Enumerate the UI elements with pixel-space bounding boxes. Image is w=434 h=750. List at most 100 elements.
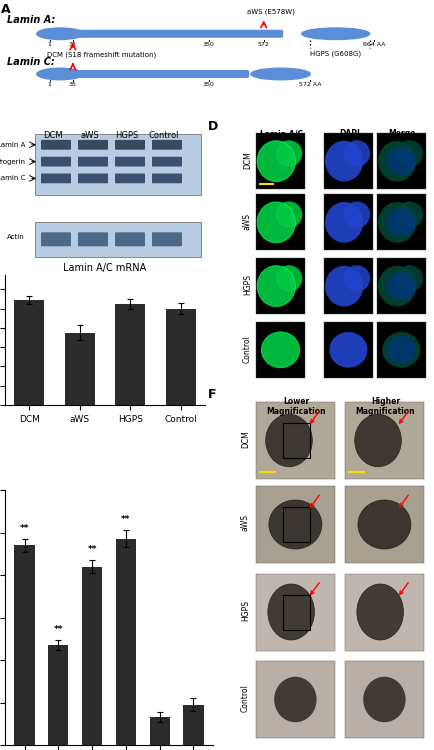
FancyBboxPatch shape: [115, 157, 145, 166]
FancyBboxPatch shape: [345, 402, 424, 479]
Ellipse shape: [378, 141, 416, 182]
Ellipse shape: [387, 147, 416, 176]
Bar: [14, 300, 44, 405]
FancyBboxPatch shape: [256, 486, 335, 563]
Ellipse shape: [257, 266, 296, 307]
FancyBboxPatch shape: [41, 157, 71, 166]
Text: aWS: aWS: [241, 514, 250, 531]
FancyBboxPatch shape: [152, 140, 182, 150]
Bar: [65, 333, 95, 405]
Title: Lamin A/C mRNA: Lamin A/C mRNA: [63, 262, 147, 273]
Text: Control: Control: [241, 684, 250, 712]
FancyBboxPatch shape: [152, 157, 182, 166]
Text: aWS: aWS: [243, 212, 252, 230]
Ellipse shape: [397, 140, 423, 166]
FancyBboxPatch shape: [35, 134, 201, 195]
Text: Lamin A:: Lamin A:: [7, 15, 56, 26]
FancyBboxPatch shape: [324, 322, 373, 378]
Text: Control: Control: [149, 130, 179, 140]
Ellipse shape: [268, 584, 315, 640]
FancyBboxPatch shape: [377, 322, 426, 378]
Ellipse shape: [266, 414, 312, 466]
Text: Progerin: Progerin: [0, 158, 25, 164]
FancyBboxPatch shape: [78, 232, 108, 246]
Ellipse shape: [325, 202, 363, 243]
Ellipse shape: [257, 202, 296, 243]
FancyBboxPatch shape: [324, 133, 373, 189]
Text: HGPS (G608G): HGPS (G608G): [310, 50, 362, 56]
Text: Higher
Magnification: Higher Magnification: [356, 397, 415, 416]
FancyBboxPatch shape: [256, 661, 335, 738]
Ellipse shape: [325, 266, 363, 307]
Text: aWS (E578W): aWS (E578W): [247, 8, 295, 14]
Text: 1: 1: [48, 42, 52, 46]
FancyBboxPatch shape: [41, 140, 71, 150]
Text: **: **: [121, 515, 131, 524]
Text: Actin: Actin: [7, 234, 25, 240]
FancyBboxPatch shape: [115, 232, 145, 246]
FancyBboxPatch shape: [345, 486, 424, 563]
FancyBboxPatch shape: [256, 322, 305, 378]
FancyBboxPatch shape: [256, 194, 305, 250]
FancyBboxPatch shape: [256, 574, 335, 650]
FancyBboxPatch shape: [75, 30, 283, 38]
Ellipse shape: [257, 141, 296, 182]
FancyBboxPatch shape: [78, 173, 108, 183]
Ellipse shape: [37, 68, 83, 80]
Text: Control: Control: [243, 334, 252, 362]
Bar: [48, 645, 69, 745]
Ellipse shape: [387, 209, 416, 236]
Ellipse shape: [343, 140, 370, 166]
FancyBboxPatch shape: [256, 258, 305, 314]
FancyBboxPatch shape: [115, 140, 145, 150]
Bar: [166, 309, 196, 405]
Bar: [183, 705, 204, 745]
Ellipse shape: [382, 332, 421, 368]
Bar: [150, 717, 170, 745]
Text: Lamin A: Lamin A: [0, 142, 25, 148]
Text: DAPI: DAPI: [339, 129, 360, 138]
Bar: [14, 545, 35, 745]
Text: D: D: [207, 120, 217, 134]
Ellipse shape: [251, 68, 310, 80]
Text: DCM: DCM: [43, 130, 63, 140]
Text: DCM: DCM: [243, 151, 252, 169]
Bar: [116, 538, 136, 745]
FancyBboxPatch shape: [78, 140, 108, 150]
Ellipse shape: [387, 272, 416, 300]
Ellipse shape: [397, 266, 423, 292]
Text: 35: 35: [69, 82, 77, 87]
Ellipse shape: [378, 202, 416, 243]
FancyBboxPatch shape: [41, 173, 71, 183]
Text: HGPS: HGPS: [243, 274, 252, 296]
Text: HGPS: HGPS: [115, 130, 138, 140]
Ellipse shape: [363, 676, 406, 722]
Ellipse shape: [343, 202, 370, 228]
Ellipse shape: [357, 584, 404, 640]
FancyBboxPatch shape: [377, 194, 426, 250]
Ellipse shape: [37, 28, 83, 40]
FancyBboxPatch shape: [152, 232, 182, 246]
Text: 572: 572: [258, 42, 270, 46]
FancyBboxPatch shape: [345, 574, 424, 650]
FancyBboxPatch shape: [41, 232, 71, 246]
Ellipse shape: [276, 266, 302, 292]
Text: Lamin C: Lamin C: [0, 176, 25, 181]
Text: HGPS: HGPS: [241, 600, 250, 621]
Ellipse shape: [343, 266, 370, 292]
FancyBboxPatch shape: [75, 70, 249, 78]
FancyBboxPatch shape: [256, 133, 305, 189]
FancyBboxPatch shape: [256, 402, 335, 479]
FancyBboxPatch shape: [324, 258, 373, 314]
Text: DCM: DCM: [241, 430, 250, 448]
Text: Lamin A/C: Lamin A/C: [260, 129, 303, 138]
Ellipse shape: [274, 676, 316, 722]
Text: **: **: [20, 524, 30, 532]
Text: 1: 1: [48, 82, 52, 87]
Ellipse shape: [358, 500, 411, 549]
Text: 350: 350: [203, 82, 214, 87]
Ellipse shape: [325, 141, 363, 182]
FancyBboxPatch shape: [115, 173, 145, 183]
Text: Lower
Magnification: Lower Magnification: [266, 397, 326, 416]
Ellipse shape: [387, 336, 416, 364]
